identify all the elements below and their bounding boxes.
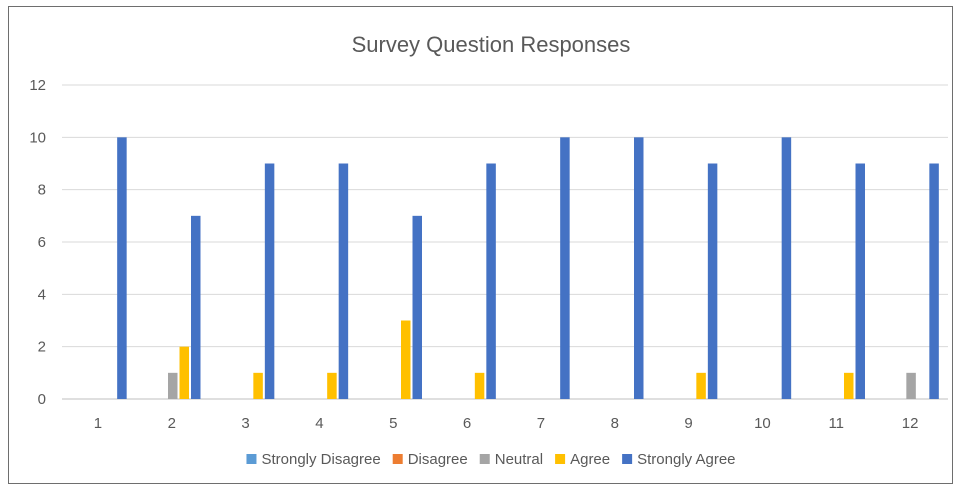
- bar-strongly-agree: [412, 215, 422, 399]
- bar-strongly-agree: [560, 137, 570, 400]
- legend-swatch: [555, 454, 566, 464]
- x-tick-label: 7: [537, 415, 545, 432]
- legend-item-neutral: Neutral: [479, 451, 543, 468]
- y-axis-ticks: 0 2 4 6 8 10 12: [29, 77, 46, 408]
- bar-strongly-agree: [486, 163, 496, 399]
- chart-title: Survey Question Responses: [352, 32, 631, 57]
- y-tick-label: 6: [38, 234, 46, 251]
- x-tick-label: 9: [684, 415, 692, 432]
- bar-strongly-agree: [191, 215, 201, 399]
- bar-neutral: [906, 372, 916, 399]
- x-tick-label: 5: [389, 415, 397, 432]
- bar-agree: [844, 372, 854, 399]
- bar-agree: [474, 372, 485, 399]
- legend-label: Strongly Agree: [637, 451, 735, 468]
- x-tick-label: 11: [828, 415, 844, 432]
- gridlines: [62, 84, 948, 400]
- y-tick-label: 2: [38, 339, 46, 356]
- bar-strongly-agree: [855, 163, 865, 399]
- legend-swatch: [392, 454, 403, 464]
- legend-swatch: [622, 454, 633, 464]
- bar-strongly-agree: [264, 163, 275, 399]
- legend-label: Disagree: [408, 451, 468, 468]
- legend-label: Neutral: [495, 451, 543, 468]
- chart-frame: [8, 6, 953, 484]
- x-tick-label: 1: [94, 415, 102, 432]
- bar-agree: [696, 372, 706, 399]
- legend-item-strongly-agree: Strongly Agree: [622, 451, 736, 468]
- x-tick-label: 6: [463, 415, 471, 432]
- legend-item-strongly-disagree: Strongly Disagree: [246, 451, 381, 468]
- y-tick-label: 0: [38, 391, 46, 408]
- bar-strongly-agree: [338, 163, 349, 399]
- bar-agree: [179, 346, 189, 399]
- legend-item-agree: Agree: [555, 451, 610, 468]
- x-tick-label: 8: [611, 415, 619, 432]
- x-tick-label: 4: [315, 415, 323, 432]
- legend-swatch: [479, 454, 490, 464]
- legend-label: Strongly Disagree: [261, 451, 380, 468]
- legend: Strongly Disagree Disagree Neutral Agree Str…: [246, 451, 736, 468]
- y-tick-label: 12: [29, 77, 46, 94]
- x-axis-ticks: 1 2 3 4 5 6 7 8 9 10 11 12: [94, 415, 919, 432]
- bars: [117, 137, 939, 400]
- bar-strongly-agree: [781, 137, 792, 400]
- bar-neutral: [168, 372, 178, 399]
- bar-strongly-agree: [707, 163, 718, 399]
- bar-strongly-agree: [929, 163, 939, 399]
- y-tick-label: 10: [29, 129, 46, 146]
- bar-strongly-agree: [117, 137, 127, 400]
- bar-agree: [253, 372, 263, 399]
- bar-agree: [401, 320, 411, 399]
- legend-label: Agree: [570, 451, 610, 468]
- legend-swatch: [246, 454, 257, 464]
- y-tick-label: 8: [38, 182, 46, 199]
- legend-item-disagree: Disagree: [392, 451, 468, 468]
- x-tick-label: 3: [241, 415, 249, 432]
- bar-strongly-agree: [634, 137, 644, 400]
- x-tick-label: 2: [168, 415, 176, 432]
- bar-agree: [327, 372, 337, 399]
- x-tick-label: 10: [754, 415, 771, 432]
- y-tick-label: 4: [38, 286, 46, 303]
- x-tick-label: 12: [902, 415, 919, 432]
